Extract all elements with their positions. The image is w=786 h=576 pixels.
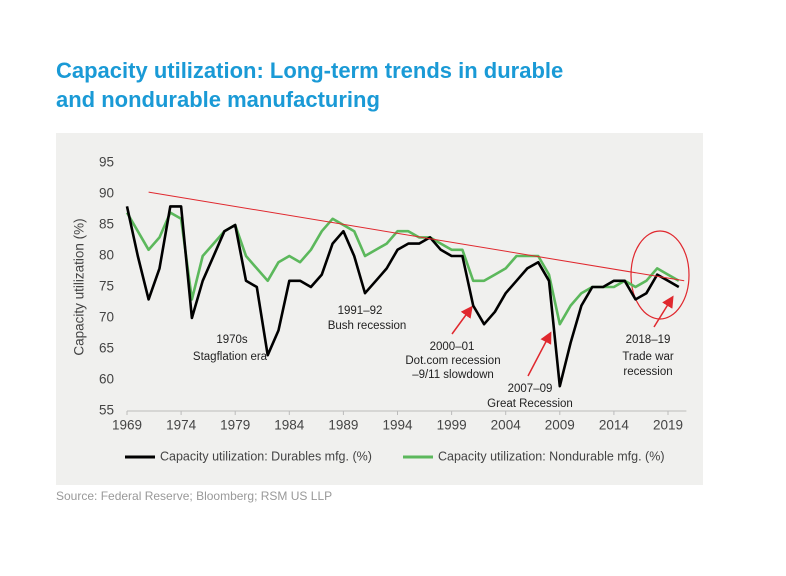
annotation: –9/11 slowdown [412, 369, 494, 381]
source-note: Source: Federal Reserve; Bloomberg; RSM … [56, 489, 332, 503]
plot-panel [56, 133, 703, 485]
y-tick-label: 65 [99, 341, 114, 356]
y-tick-label: 95 [99, 155, 114, 170]
series-line [125, 211, 680, 326]
x-tick-label: 1994 [382, 418, 413, 433]
y-tick-label: 85 [99, 217, 114, 232]
legend-label: Capacity utilization: Nondurable mfg. (%… [438, 449, 665, 463]
y-axis-label: Capacity utilization (%) [72, 218, 87, 355]
annotations: 1970s Stagflation era 1991–92 Bush reces… [193, 305, 674, 410]
x-tick-label: 1989 [328, 418, 358, 433]
x-tick-label: 1984 [274, 418, 305, 433]
arrows [451, 295, 674, 377]
x-tick-label: 2004 [491, 418, 522, 433]
y-tick-label: 90 [99, 186, 114, 201]
chart-title: and nondurable manufacturing [56, 87, 380, 112]
y-tick-label: 55 [99, 403, 114, 418]
annotation: 1970s [216, 334, 248, 346]
y-tick-label: 60 [99, 372, 114, 387]
arrow [451, 305, 473, 335]
highlight-circle [630, 230, 690, 320]
legend-label: Capacity utilization: Durables mfg. (%) [160, 449, 372, 463]
arrow [653, 295, 674, 328]
annotation: Dot.com recession [405, 355, 500, 367]
annotation: Stagflation era [193, 351, 268, 363]
chart-title: Capacity utilization: Long-term trends i… [56, 58, 563, 83]
annotation: Great Recession [487, 398, 573, 410]
x-tick-label: 2009 [545, 418, 575, 433]
x-tick-label: 1969 [112, 418, 142, 433]
annotation: 2000–01 [430, 341, 475, 353]
annotation: 1991–92 [338, 305, 383, 317]
annotation: 2007–09 [508, 383, 553, 395]
annotation: recession [623, 366, 672, 378]
x-tick-label: 2019 [653, 418, 683, 433]
annotation: Trade war [622, 351, 674, 363]
y-tick-label: 80 [99, 248, 114, 263]
annotation: Bush recession [328, 320, 407, 332]
x-tick-label: 1979 [220, 418, 250, 433]
series-line [125, 205, 680, 388]
annotation: 2018–19 [626, 334, 671, 346]
x-tick-label: 1974 [166, 418, 197, 433]
x-tick-label: 1999 [437, 418, 467, 433]
x-tick-label: 2014 [599, 418, 630, 433]
trend-line [148, 191, 685, 282]
y-tick-label: 75 [99, 279, 114, 294]
y-tick-label: 70 [99, 310, 114, 325]
arrow [527, 331, 552, 377]
